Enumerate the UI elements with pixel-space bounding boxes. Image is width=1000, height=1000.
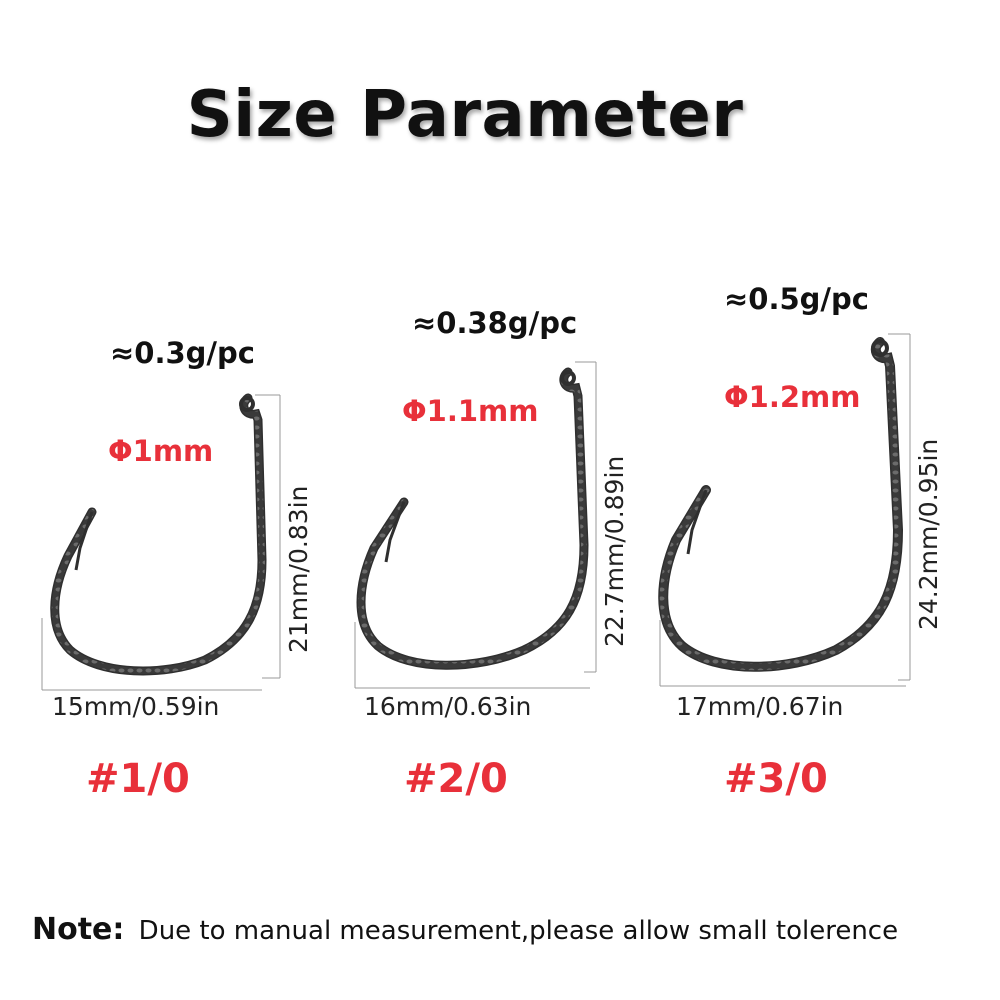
note-label: Note:	[32, 912, 125, 947]
hook-2-0-size: #2/0	[404, 756, 508, 802]
hook-3-0-length: 24.2mm/0.95in	[914, 438, 943, 630]
hook-3-0-diameter: Φ1.2mm	[724, 380, 861, 414]
hook-1-0-image	[41, 393, 281, 691]
page-title: Size Parameter	[186, 78, 744, 152]
hook-2-0-length: 22.7mm/0.89in	[600, 455, 629, 647]
hook-3-0-image	[658, 333, 911, 687]
hook-2-0-weight: ≈0.38g/pc	[412, 306, 578, 340]
hook-1-0-width: 15mm/0.59in	[52, 692, 220, 721]
hook-2-0-width: 16mm/0.63in	[364, 692, 532, 721]
hook-3-0-size: #3/0	[724, 756, 828, 802]
hook-3-0-width: 17mm/0.67in	[676, 692, 844, 721]
note: Note: Due to manual measurement,please a…	[32, 912, 898, 947]
hook-1-0-diameter: Φ1mm	[108, 434, 214, 468]
hook-3-0-weight: ≈0.5g/pc	[724, 282, 869, 316]
hook-1-0-size: #1/0	[86, 756, 190, 802]
hook-2-0-image	[354, 361, 597, 689]
hook-1-0-weight: ≈0.3g/pc	[110, 336, 255, 370]
note-text: Due to manual measurement,please allow s…	[138, 916, 899, 946]
hook-2-0-diameter: Φ1.1mm	[402, 394, 539, 428]
hook-1-0-length: 21mm/0.83in	[284, 485, 313, 653]
